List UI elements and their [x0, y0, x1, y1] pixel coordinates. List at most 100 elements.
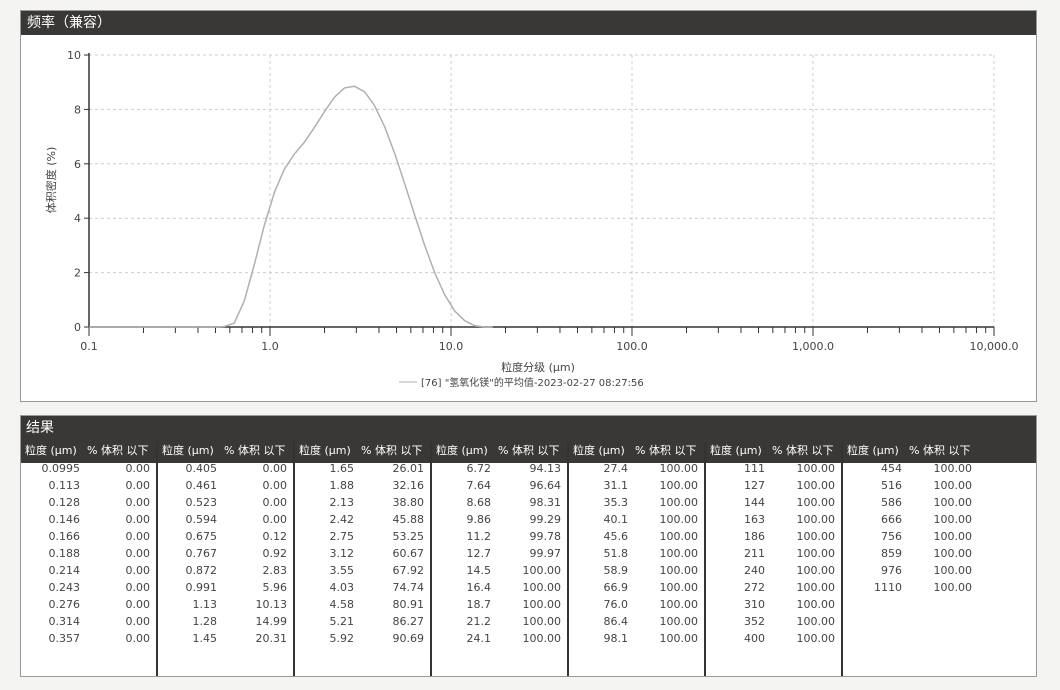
volume-percent-below: 100.00 [659, 496, 699, 509]
volume-percent-below: 100.00 [933, 513, 973, 526]
table-row: 14.5 100.00 [432, 564, 569, 581]
table-row: 2.75 53.25 [295, 530, 432, 547]
table-row: 0.872 2.83 [158, 564, 295, 581]
particle-size: 1.65 [329, 462, 355, 475]
table-row: 1.45 20.31 [158, 632, 295, 649]
volume-percent-below: 100.00 [796, 547, 836, 560]
y-tick-label: 0 [74, 321, 81, 334]
column-group: 111 100.00 127 100.00 144 100.00 163 100.00 186 1… [706, 459, 843, 676]
particle-size: 0.991 [185, 581, 218, 594]
y-tick-label: 6 [74, 158, 81, 171]
particle-size: 127 [744, 479, 765, 492]
size-column-header: 粒度 (μm) [847, 444, 899, 457]
percent-column-header: % 体积 以下 [361, 444, 423, 457]
volume-percent-below: 100.00 [933, 479, 973, 492]
volume-percent-below: 53.25 [392, 530, 425, 543]
y-axis-label: 体积密度 (%) [44, 147, 58, 214]
volume-percent-below: 90.69 [392, 632, 425, 645]
column-group: 0.405 0.00 0.461 0.00 0.523 0.00 0.594 0.00 0.67… [158, 459, 295, 676]
particle-size: 5.92 [329, 632, 355, 645]
particle-size: 1110 [874, 581, 902, 594]
legend-entry: [76] "氢氧化镁"的平均值-2023-02-27 08:27:56 [421, 376, 644, 389]
size-column-header: 粒度 (μm) [710, 444, 762, 457]
particle-size: 310 [744, 598, 765, 611]
column-group: 6.72 94.13 7.64 96.64 8.68 98.31 9.86 99.29 11.2… [432, 459, 569, 676]
percent-column-header: % 体积 以下 [909, 444, 971, 457]
particle-size: 0.243 [48, 581, 81, 594]
particle-size: 0.314 [48, 615, 81, 628]
volume-percent-below: 98.31 [529, 496, 562, 509]
table-row: 211 100.00 [706, 547, 843, 564]
table-row: 0.113 0.00 [21, 479, 158, 496]
column-group: 27.4 100.00 31.1 100.00 35.3 100.00 40.1 100.00… [569, 459, 706, 676]
table-row: 1.13 10.13 [158, 598, 295, 615]
volume-percent-below: 10.13 [255, 598, 288, 611]
table-row: 0.461 0.00 [158, 479, 295, 496]
volume-percent-below: 100.00 [659, 564, 699, 577]
particle-size: 21.2 [466, 615, 492, 628]
particle-size: 3.12 [329, 547, 355, 560]
table-row: 66.9 100.00 [569, 581, 706, 598]
particle-size: 6.72 [466, 462, 492, 475]
particle-size: 454 [881, 462, 902, 475]
table-row: 45.6 100.00 [569, 530, 706, 547]
column-separator [293, 442, 295, 676]
percent-column-header: % 体积 以下 [635, 444, 697, 457]
particle-size: 516 [881, 479, 902, 492]
column-group: 1.65 26.01 1.88 32.16 2.13 38.80 2.42 45.88 2.75… [295, 459, 432, 676]
volume-percent-below: 100.00 [796, 530, 836, 543]
table-row: 86.4 100.00 [569, 615, 706, 632]
table-row: 240 100.00 [706, 564, 843, 581]
volume-percent-below: 100.00 [659, 581, 699, 594]
particle-size: 211 [744, 547, 765, 560]
particle-size: 9.86 [466, 513, 492, 526]
particle-size: 111 [744, 462, 765, 475]
x-tick-label: 1.0 [261, 340, 279, 353]
column-group-header: 粒度 (μm) % 体积 以下 [21, 441, 158, 457]
volume-percent-below: 74.74 [392, 581, 425, 594]
volume-percent-below: 100.00 [796, 496, 836, 509]
table-row: 27.4 100.00 [569, 462, 706, 479]
particle-size: 40.1 [603, 513, 629, 526]
volume-percent-below: 100.00 [522, 615, 562, 628]
particle-size: 0.594 [185, 513, 218, 526]
particle-size: 859 [881, 547, 902, 560]
size-column-header: 粒度 (μm) [162, 444, 214, 457]
volume-percent-below: 0.00 [125, 598, 151, 611]
particle-size: 18.7 [466, 598, 492, 611]
table-row: 859 100.00 [843, 547, 980, 564]
particle-size: 756 [881, 530, 902, 543]
particle-size: 1.13 [192, 598, 218, 611]
table-row: 58.9 100.00 [569, 564, 706, 581]
volume-percent-below: 100.00 [659, 632, 699, 645]
volume-percent-below: 0.00 [125, 530, 151, 543]
table-row: 40.1 100.00 [569, 513, 706, 530]
particle-size: 0.461 [185, 479, 218, 492]
volume-percent-below: 60.67 [392, 547, 425, 560]
table-row: 0.276 0.00 [21, 598, 158, 615]
table-row: 0.166 0.00 [21, 530, 158, 547]
volume-percent-below: 100.00 [933, 564, 973, 577]
volume-percent-below: 80.91 [392, 598, 425, 611]
table-row: 0.243 0.00 [21, 581, 158, 598]
table-row: 51.8 100.00 [569, 547, 706, 564]
table-row: 0.675 0.12 [158, 530, 295, 547]
size-column-header: 粒度 (μm) [25, 444, 77, 457]
volume-percent-below: 100.00 [659, 547, 699, 560]
particle-size: 976 [881, 564, 902, 577]
particle-size: 0.405 [185, 462, 218, 475]
volume-percent-below: 14.99 [255, 615, 288, 628]
particle-size: 240 [744, 564, 765, 577]
x-tick-label: 10.0 [439, 340, 464, 353]
particle-size: 0.675 [185, 530, 218, 543]
table-row: 35.3 100.00 [569, 496, 706, 513]
size-column-header: 粒度 (μm) [299, 444, 351, 457]
column-group-header: 粒度 (μm) % 体积 以下 [569, 441, 706, 457]
x-tick-label: 10,000.0 [970, 340, 1019, 353]
volume-percent-below: 100.00 [796, 564, 836, 577]
particle-size: 0.276 [48, 598, 81, 611]
particle-size: 0.166 [48, 530, 81, 543]
results-table: 结果 粒度 (μm)% 体积 以下 粒度 (μm)% 体积 以下 粒度 (μm)% … [20, 415, 1037, 677]
table-row: 0.0995 0.00 [21, 462, 158, 479]
particle-size: 0.767 [185, 547, 218, 560]
